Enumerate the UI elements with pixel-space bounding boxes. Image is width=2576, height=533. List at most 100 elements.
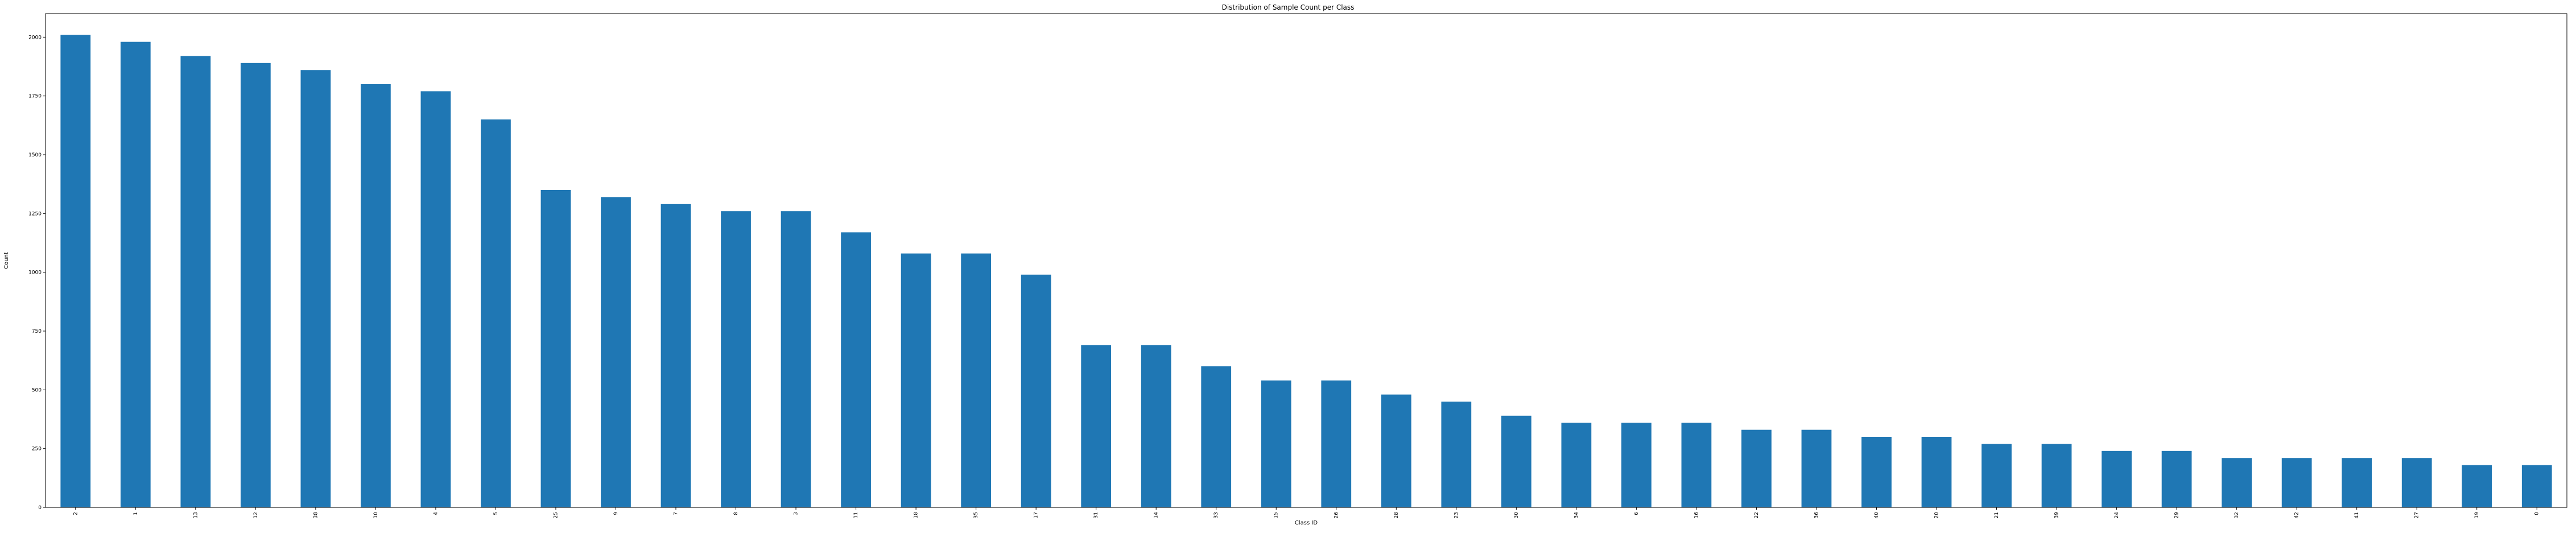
bar-31 xyxy=(1081,345,1112,507)
plot-frame xyxy=(45,13,2567,508)
x-tick-label: 35 xyxy=(973,512,979,518)
x-tick-label: 4 xyxy=(433,512,439,515)
x-tick-label: 3 xyxy=(794,512,799,515)
bar-7 xyxy=(660,204,691,507)
y-tick-label: 1500 xyxy=(28,152,42,158)
bar-5 xyxy=(481,119,511,507)
bar-35 xyxy=(961,253,991,507)
bar-27 xyxy=(2401,458,2432,507)
x-tick-label: 25 xyxy=(553,512,559,518)
y-tick-label: 1750 xyxy=(28,94,42,100)
y-tick-label: 1250 xyxy=(28,211,42,217)
bar-2 xyxy=(60,35,91,507)
y-tick-label: 2000 xyxy=(28,35,42,40)
bar-14 xyxy=(1141,345,1171,507)
x-tick-label: 30 xyxy=(1514,512,1520,519)
bar-6 xyxy=(1621,423,1652,507)
x-tick-label: 39 xyxy=(2054,512,2060,519)
y-tick-label: 500 xyxy=(32,387,42,393)
bar-23 xyxy=(1441,402,1472,507)
bar-16 xyxy=(1681,423,1712,507)
x-tick-label: 24 xyxy=(2114,512,2120,519)
x-tick-label: 31 xyxy=(1093,512,1099,518)
x-axis-label: Class ID xyxy=(1295,520,1318,526)
bar-9 xyxy=(601,197,631,507)
bar-4 xyxy=(420,91,451,507)
bar-20 xyxy=(1921,437,1952,507)
x-tick-label: 32 xyxy=(2234,512,2240,518)
bar-3 xyxy=(781,211,811,507)
x-tick-label: 23 xyxy=(1454,512,1459,518)
x-tick-label: 17 xyxy=(1034,512,1039,518)
x-tick-label: 33 xyxy=(1213,512,1219,518)
bar-10 xyxy=(361,84,391,507)
bar-42 xyxy=(2281,458,2312,507)
x-tick-label: 20 xyxy=(1934,512,1940,519)
bar-0 xyxy=(2521,465,2552,507)
x-tick-label: 18 xyxy=(914,512,919,519)
y-tick-label: 1000 xyxy=(28,270,42,276)
bar-11 xyxy=(841,232,871,507)
bar-25 xyxy=(540,190,571,507)
bar-40 xyxy=(1861,437,1892,507)
x-tick-label: 7 xyxy=(674,512,679,515)
x-tick-label: 15 xyxy=(1274,512,1279,518)
bar-29 xyxy=(2161,451,2192,507)
x-tick-label: 36 xyxy=(1814,512,1819,519)
x-tick-label: 2 xyxy=(73,512,79,515)
bar-30 xyxy=(1501,415,1531,507)
y-tick-label: 0 xyxy=(38,505,42,511)
x-tick-label: 22 xyxy=(1754,512,1760,518)
bar-33 xyxy=(1201,366,1232,507)
y-tick-label: 250 xyxy=(32,447,42,452)
x-tick-label: 9 xyxy=(613,512,619,515)
y-tick-label: 750 xyxy=(32,329,42,334)
x-tick-label: 19 xyxy=(2474,512,2480,519)
bar-8 xyxy=(721,211,751,507)
x-tick-label: 10 xyxy=(373,512,379,519)
y-axis-label: Count xyxy=(3,252,10,269)
bar-24 xyxy=(2102,451,2132,507)
x-tick-label: 34 xyxy=(1574,512,1579,519)
bar-39 xyxy=(2041,444,2072,507)
bar-18 xyxy=(901,253,931,507)
x-tick-label: 12 xyxy=(253,512,259,518)
bar-21 xyxy=(1981,444,2012,507)
bar-36 xyxy=(1801,429,1832,507)
bar-38 xyxy=(300,70,331,507)
x-tick-label: 6 xyxy=(1634,512,1640,515)
x-tick-label: 27 xyxy=(2414,512,2420,518)
x-tick-label: 41 xyxy=(2354,512,2360,518)
bar-12 xyxy=(240,63,271,508)
bar-26 xyxy=(1321,380,1352,507)
x-tick-label: 1 xyxy=(133,512,139,515)
bar-15 xyxy=(1261,380,1291,507)
x-tick-label: 29 xyxy=(2174,512,2180,519)
bar-34 xyxy=(1561,423,1592,507)
bar-13 xyxy=(180,56,211,507)
x-tick-label: 11 xyxy=(853,512,859,518)
x-axis: 2 1 13 12 38 10 4 5 25 9 7 8 3 11 18 35 17 31 14 33 15 26 28 23… xyxy=(73,507,2540,518)
x-tick-label: 38 xyxy=(313,512,319,519)
x-tick-label: 5 xyxy=(493,512,499,515)
bar-22 xyxy=(1741,429,1772,507)
bar-17 xyxy=(1021,274,1051,507)
x-tick-label: 0 xyxy=(2534,512,2540,515)
bar-19 xyxy=(2462,465,2492,507)
bar-28 xyxy=(1381,394,1411,507)
bar-32 xyxy=(2222,458,2252,507)
x-tick-label: 8 xyxy=(733,512,739,515)
x-tick-label: 21 xyxy=(1994,512,2000,518)
x-tick-label: 14 xyxy=(1154,512,1159,519)
x-tick-label: 42 xyxy=(2294,512,2300,518)
chart-title: Distribution of Sample Count per Class xyxy=(1222,3,1355,11)
y-axis: 0 250 500 750 1000 1250 1500 1750 2000 xyxy=(28,35,46,511)
bars-group xyxy=(60,35,2552,508)
bar-41 xyxy=(2342,458,2372,507)
x-tick-label: 26 xyxy=(1334,512,1339,519)
bar-1 xyxy=(120,42,151,508)
x-tick-label: 16 xyxy=(1694,512,1699,519)
x-tick-label: 40 xyxy=(1874,512,1880,519)
